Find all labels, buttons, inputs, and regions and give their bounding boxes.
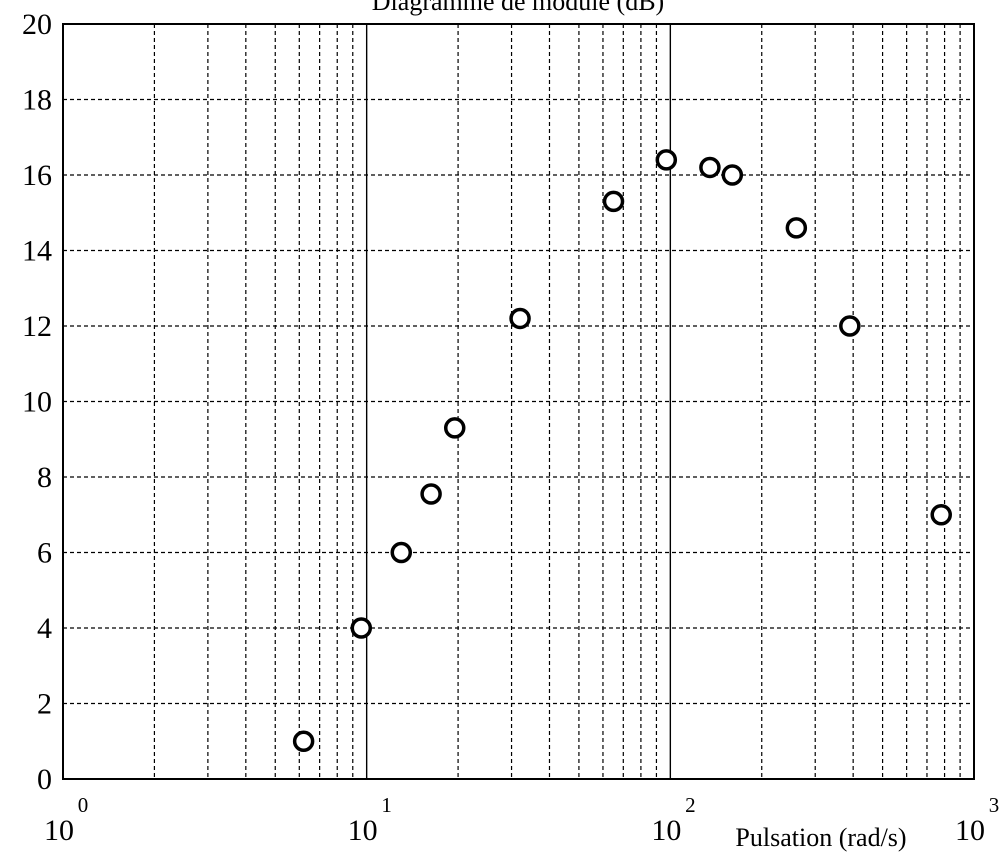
data-point (701, 158, 719, 176)
y-tick-label: 14 (22, 235, 52, 268)
x-tick-exponent: 2 (685, 793, 696, 817)
y-axis-ticks: 0 2 4 6 8 10 12 14 16 18 20 (22, 8, 52, 796)
x-tick-label: 10 (348, 814, 378, 847)
data-point (446, 419, 464, 437)
data-point (932, 506, 950, 524)
y-tick-label: 6 (37, 537, 52, 570)
x-tick-label: 10 (44, 814, 74, 847)
x-tick-exponent: 0 (78, 793, 89, 817)
y-tick-label: 16 (22, 159, 52, 192)
data-point (295, 732, 313, 750)
data-point (511, 309, 529, 327)
x-tick-label: 10 (955, 814, 985, 847)
x-tick-exponent: 1 (381, 793, 392, 817)
y-tick-label: 12 (22, 310, 52, 343)
x-tick-label: 10 (651, 814, 681, 847)
data-point (352, 619, 370, 637)
x-axis-title: Pulsation (rad/s) (735, 823, 906, 852)
data-point (787, 219, 805, 237)
data-point (723, 166, 741, 184)
data-point (841, 317, 859, 335)
data-point (657, 151, 675, 169)
chart-title: Diagramme de module (dB) (372, 0, 664, 16)
y-tick-label: 2 (37, 688, 52, 721)
data-point (392, 544, 410, 562)
y-tick-label: 0 (37, 763, 52, 796)
data-points (295, 151, 951, 750)
grid (63, 24, 974, 779)
data-point (605, 192, 623, 210)
y-tick-label: 8 (37, 461, 52, 494)
data-point (422, 485, 440, 503)
x-tick-exponent: 3 (989, 793, 1000, 817)
y-tick-label: 18 (22, 84, 52, 117)
y-tick-label: 10 (22, 386, 52, 419)
y-tick-label: 20 (22, 8, 52, 41)
y-tick-label: 4 (37, 612, 52, 645)
